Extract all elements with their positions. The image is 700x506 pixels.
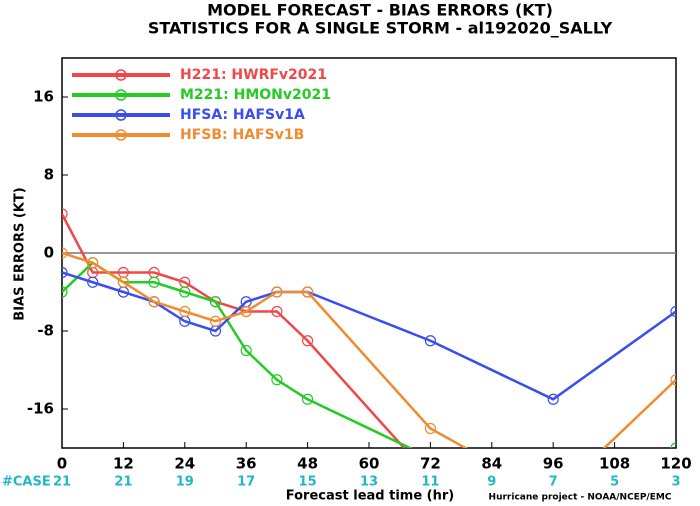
y-tick-label: 16 <box>33 88 54 106</box>
point-marker <box>670 374 676 386</box>
x-tick-label: 120 <box>660 455 691 473</box>
point-marker <box>62 208 68 220</box>
case-count: 21 <box>114 475 132 490</box>
point-marker <box>302 393 314 405</box>
plot-area <box>62 208 676 448</box>
x-tick-label: 24 <box>174 455 195 473</box>
point-marker <box>148 276 160 288</box>
point-marker <box>179 305 191 318</box>
point-marker <box>148 296 160 308</box>
legend-marker <box>115 109 127 121</box>
point-marker <box>209 296 222 308</box>
legend-label: H221: HWRFv2021 <box>180 67 327 83</box>
y-axis-label: BIAS ERRORS (KT) <box>13 187 28 320</box>
y-tick-label: -16 <box>27 400 54 418</box>
x-tick-label: 108 <box>599 455 630 473</box>
point-marker <box>271 286 283 298</box>
y-tick-label: 0 <box>44 244 54 262</box>
legend-marker <box>115 129 127 141</box>
x-tick-label: 84 <box>481 455 502 473</box>
chart-subtitle: STATISTICS FOR A SINGLE STORM - al192020… <box>148 19 613 38</box>
point-marker <box>62 266 68 279</box>
x-tick-label: 0 <box>57 455 67 473</box>
legend-label: HFSB: HAFSv1B <box>180 127 304 143</box>
legend-label: HFSA: HAFSv1A <box>180 107 305 123</box>
case-label: #CASE <box>2 475 51 490</box>
x-axis-label: Forecast lead time (hr) <box>286 489 454 504</box>
point-marker <box>179 286 191 298</box>
point-marker <box>670 305 676 318</box>
point-marker <box>240 305 252 318</box>
point-marker <box>87 257 99 269</box>
case-count: 7 <box>549 475 558 490</box>
point-marker <box>87 276 99 288</box>
legend-marker <box>115 89 127 101</box>
point-marker <box>424 335 436 347</box>
case-count: 9 <box>487 475 496 490</box>
point-marker <box>117 276 130 288</box>
x-tick-label: 60 <box>359 455 380 473</box>
series-line <box>62 251 676 448</box>
point-marker <box>62 247 68 259</box>
x-tick-label: 72 <box>420 455 441 473</box>
case-count: 13 <box>360 475 378 490</box>
x-tick-label: 48 <box>297 455 318 473</box>
x-tick-label: 96 <box>543 455 564 473</box>
chart-title: MODEL FORECAST - BIAS ERRORS (KT) <box>207 1 553 20</box>
x-tick-label: 12 <box>113 455 134 473</box>
case-count: 17 <box>237 475 255 490</box>
series-line <box>62 261 413 448</box>
point-marker <box>302 335 314 347</box>
point-marker <box>302 286 314 298</box>
case-count: 15 <box>299 475 317 490</box>
point-marker <box>547 393 559 405</box>
series-line <box>62 271 676 401</box>
y-tick-label: -8 <box>37 322 54 340</box>
point-marker <box>424 422 436 435</box>
x-tick-label: 36 <box>236 455 257 473</box>
footer: Hurricane project - NOAA/NCEP/EMC <box>489 493 672 503</box>
case-count: 5 <box>610 475 619 490</box>
point-marker <box>271 305 283 318</box>
case-count: 21 <box>53 475 71 490</box>
y-tick-label: 8 <box>44 166 54 184</box>
legend-label: M221: HMONv2021 <box>180 87 331 103</box>
point-marker <box>271 374 283 386</box>
legend-marker <box>115 69 127 81</box>
point-marker <box>62 286 68 298</box>
case-count: 11 <box>421 475 439 490</box>
point-marker <box>209 315 222 327</box>
case-count: 3 <box>671 475 680 490</box>
point-marker <box>240 344 252 357</box>
case-count: 19 <box>176 475 194 490</box>
